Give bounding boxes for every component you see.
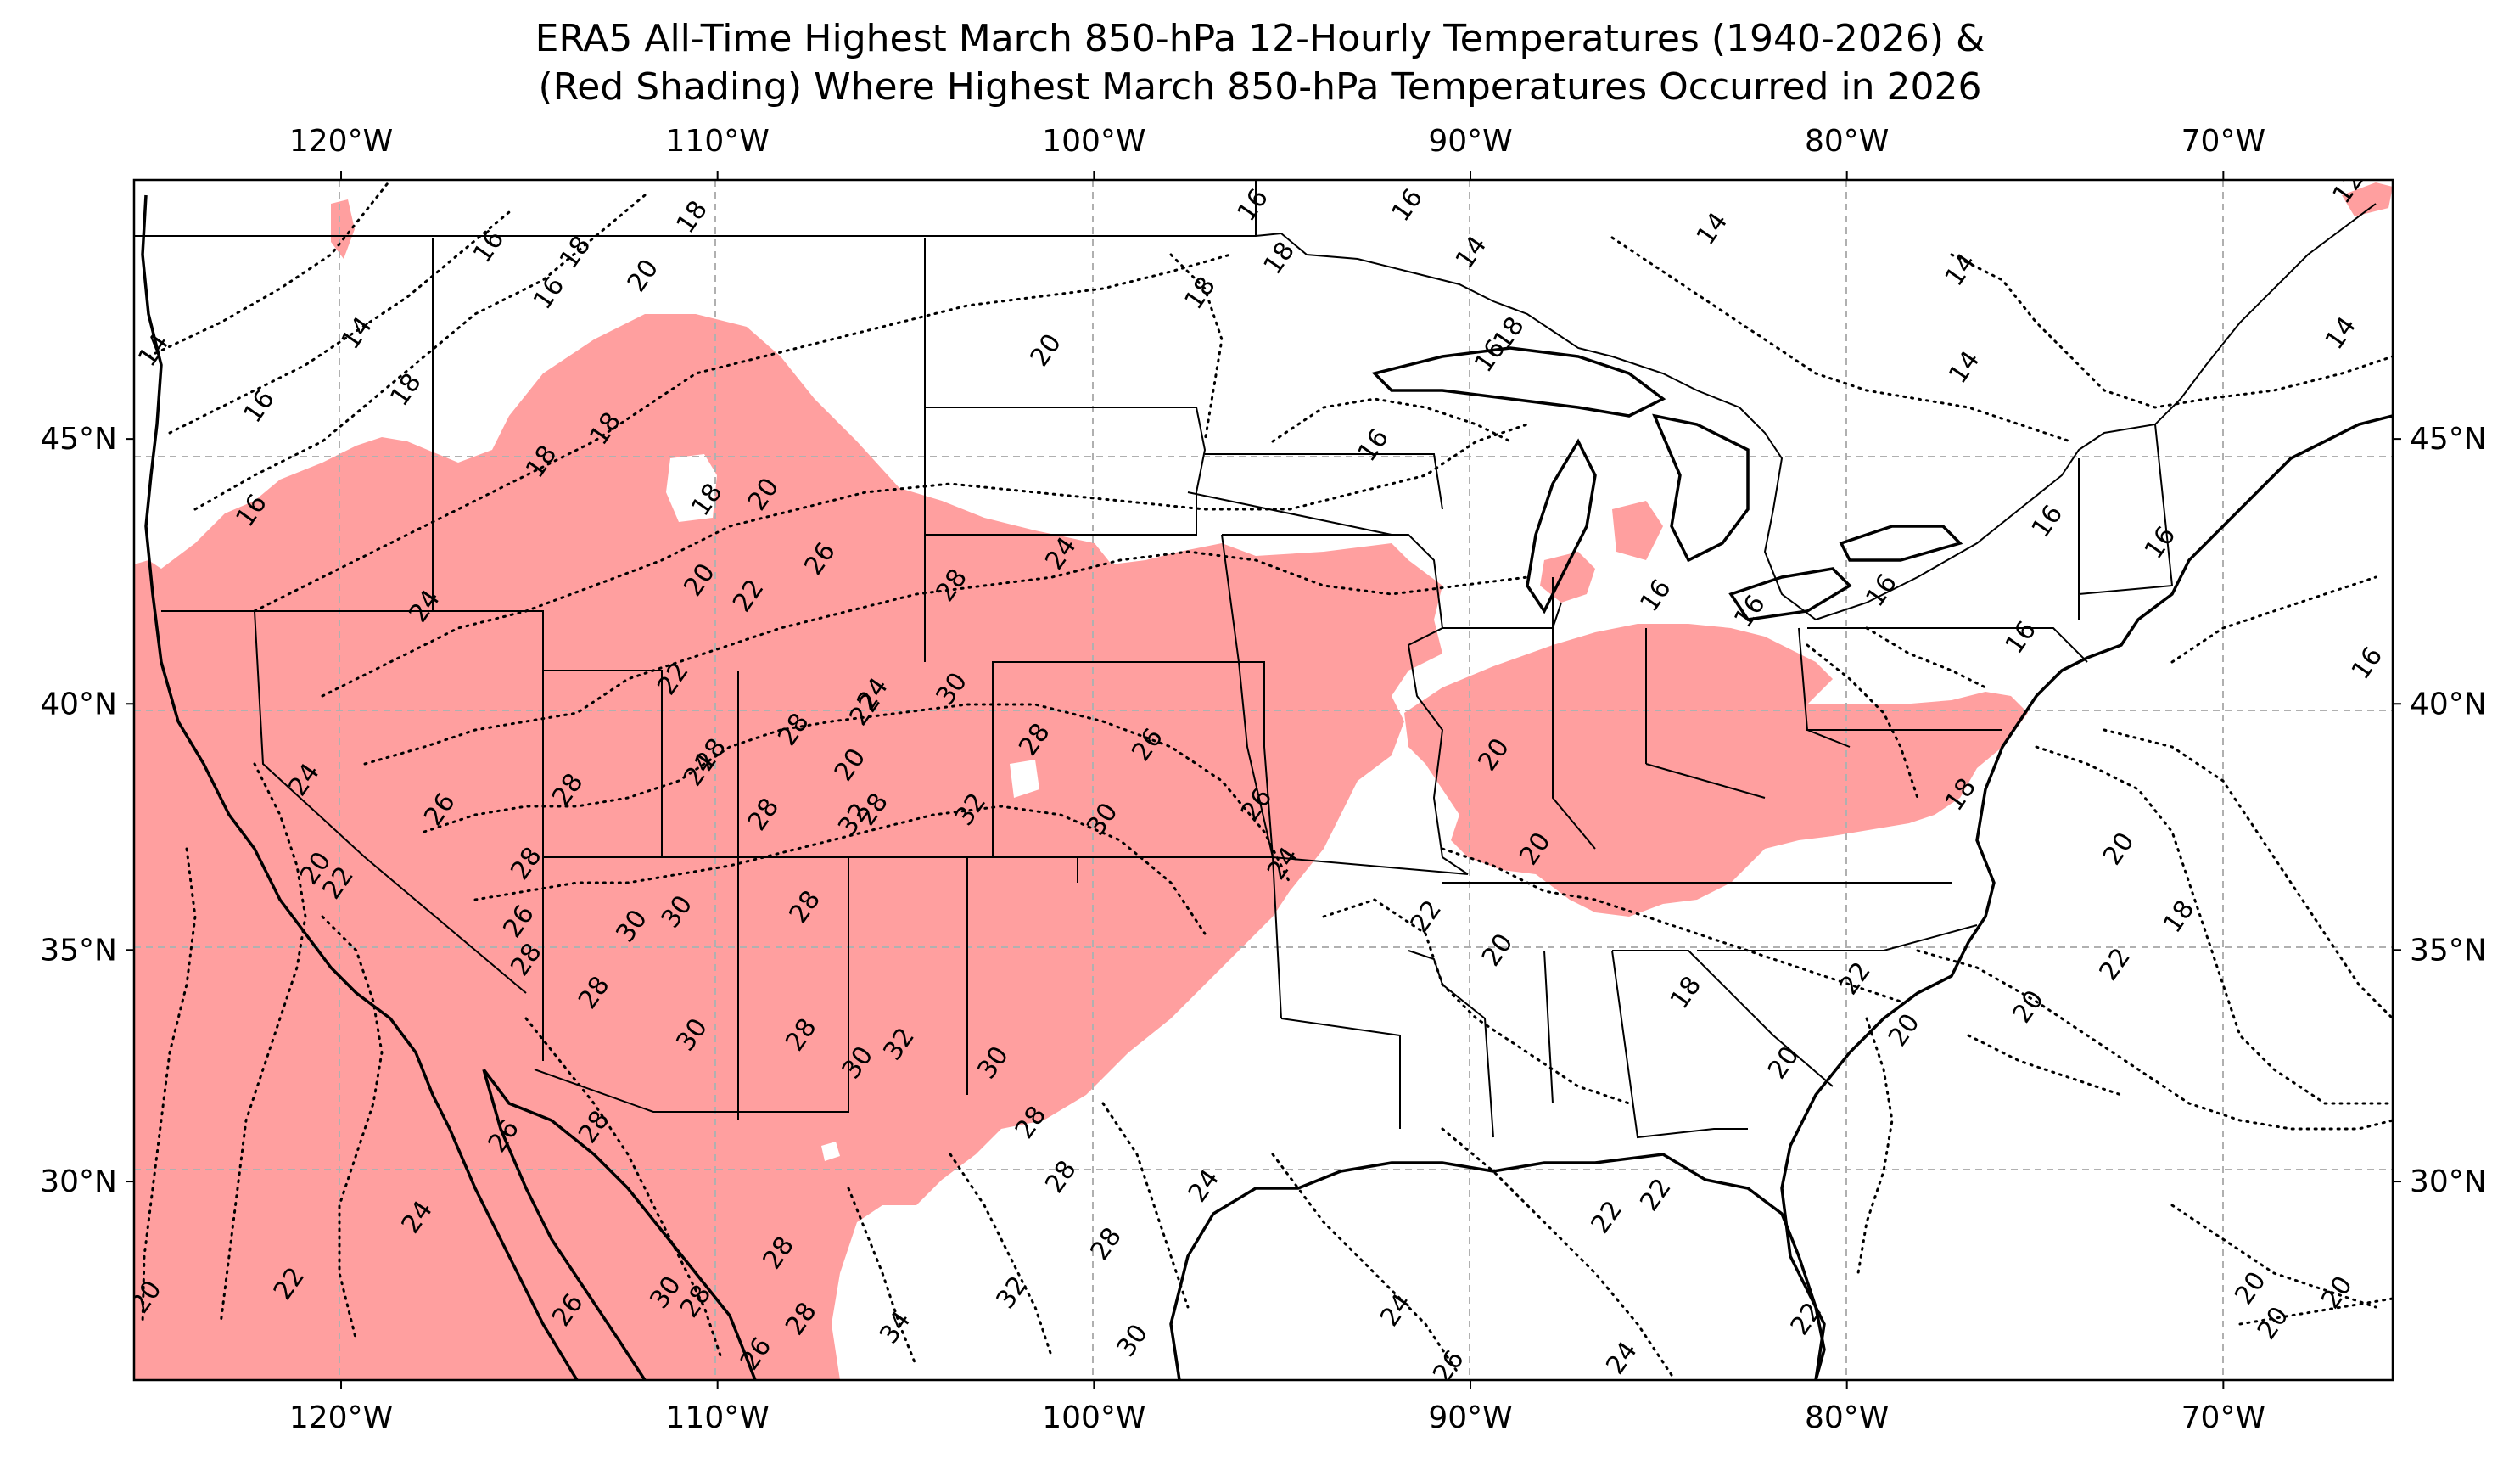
great-lakes: [1371, 346, 1963, 621]
lon-tick-label-bottom: 100°W: [1042, 1400, 1145, 1435]
lon-tick-label-top: 100°W: [1042, 124, 1145, 159]
state-lines-central: [1187, 424, 2174, 1139]
shading-gap-colorado: [1010, 760, 1039, 798]
shading-west-region: [134, 314, 1442, 1380]
lat-tick-label-left: 35°N: [40, 933, 117, 968]
atlantic-coast: [1780, 414, 2393, 1380]
lat-tick-label-right: 30°N: [2410, 1164, 2487, 1199]
lon-tick-label-top: 120°W: [289, 124, 393, 159]
longitude-ticks-bottom: 120°W 110°W 100°W 90°W 80°W 70°W: [289, 1380, 2265, 1435]
latitude-ticks-right: 45°N 40°N 35°N 30°N: [2393, 422, 2487, 1199]
lon-tick-label-bottom: 70°W: [2181, 1400, 2265, 1435]
political-borders: [134, 180, 2377, 1139]
shading-east-region: [1404, 624, 2028, 917]
shading-maine-patch: [2342, 182, 2393, 216]
latitude-ticks-left: 45°N 40°N 35°N 30°N: [40, 422, 134, 1199]
map-frame: [132, 178, 2394, 1382]
shading-montana-patch: [331, 199, 355, 259]
lon-tick-label-top: 70°W: [2181, 124, 2265, 159]
shading-gap-wyoming: [666, 454, 717, 522]
lon-tick-label-bottom: 110°W: [666, 1400, 770, 1435]
shading-lake-erie-patch: [1612, 501, 1663, 560]
longitude-ticks-top: 120°W 110°W 100°W 90°W 80°W 70°W: [289, 124, 2265, 180]
record-2026-shading: [134, 182, 2393, 1380]
lat-tick-label-right: 35°N: [2410, 933, 2487, 968]
canada-us-border: [134, 180, 2377, 621]
coastline: [141, 194, 2393, 1380]
lat-tick-label-right: 45°N: [2410, 422, 2487, 457]
gulf-coast: [1169, 1153, 1826, 1380]
lon-tick-label-top: 90°W: [1428, 124, 1512, 159]
lat-tick-label-right: 40°N: [2410, 687, 2487, 721]
map-title-line-1: ERA5 All-Time Highest March 850-hPa 12-H…: [535, 17, 1985, 60]
lon-tick-label-top: 110°W: [666, 124, 770, 159]
map-title-line-2: (Red Shading) Where Highest March 850-hP…: [538, 65, 1981, 109]
gulf-of-california-coast: [482, 1068, 757, 1380]
lat-tick-label-left: 45°N: [40, 422, 117, 457]
lat-tick-label-left: 30°N: [40, 1164, 117, 1199]
lon-tick-label-top: 80°W: [1805, 124, 1889, 159]
pacific-coast: [141, 194, 579, 1380]
lon-tick-label-bottom: 120°W: [289, 1400, 393, 1435]
lon-tick-label-bottom: 90°W: [1428, 1400, 1512, 1435]
shading-gap-mexico: [821, 1142, 840, 1161]
temperature-contours: [141, 180, 2393, 1377]
lat-tick-label-left: 40°N: [40, 687, 117, 721]
lon-tick-label-bottom: 80°W: [1805, 1400, 1889, 1435]
state-lines-west: [161, 238, 1282, 1120]
